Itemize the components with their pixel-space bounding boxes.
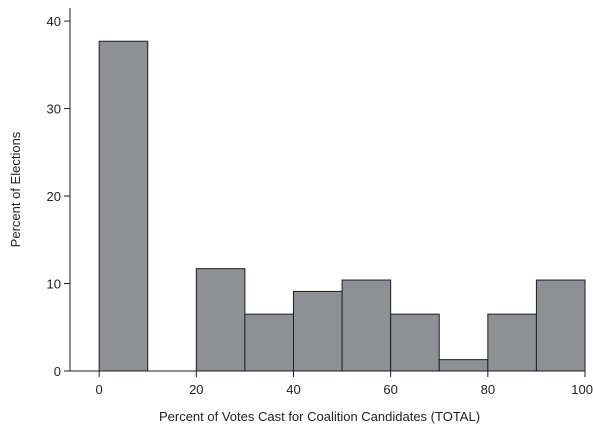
histogram-bar-20-30 xyxy=(195,268,246,372)
y-tick-label: 40 xyxy=(47,14,61,29)
histogram-bar-90-100 xyxy=(535,279,586,372)
x-axis-title: Percent of Votes Cast for Coalition Cand… xyxy=(159,409,480,424)
x-ticks-group: 0 20 40 60 80 100 xyxy=(96,371,593,397)
x-tick-label: 80 xyxy=(481,382,495,397)
x-tick-label: 20 xyxy=(189,382,203,397)
y-tick-label: 20 xyxy=(47,189,61,204)
histogram-bar-30-40 xyxy=(244,313,294,372)
histogram-bar-80-90 xyxy=(487,313,537,372)
histogram-bar-70-80 xyxy=(438,359,489,372)
histogram-bar-60-70 xyxy=(390,313,440,372)
x-tick-label: 0 xyxy=(96,382,103,397)
y-tick-label: 0 xyxy=(54,364,61,379)
histogram-bar-50-60 xyxy=(341,279,392,372)
histogram-bar-0-10 xyxy=(98,40,149,372)
x-tick-label: 60 xyxy=(383,382,397,397)
y-axis-title: Percent of Elections xyxy=(8,131,23,247)
x-tick-label: 40 xyxy=(286,382,300,397)
x-tick-label: 100 xyxy=(571,382,593,397)
axes-group xyxy=(69,8,585,372)
bars-group xyxy=(98,40,586,372)
y-ticks-group: 0 10 20 30 40 xyxy=(47,14,70,379)
y-tick-label: 10 xyxy=(47,277,61,292)
histogram-bar-40-50 xyxy=(292,290,343,372)
y-tick-label: 30 xyxy=(47,102,61,117)
